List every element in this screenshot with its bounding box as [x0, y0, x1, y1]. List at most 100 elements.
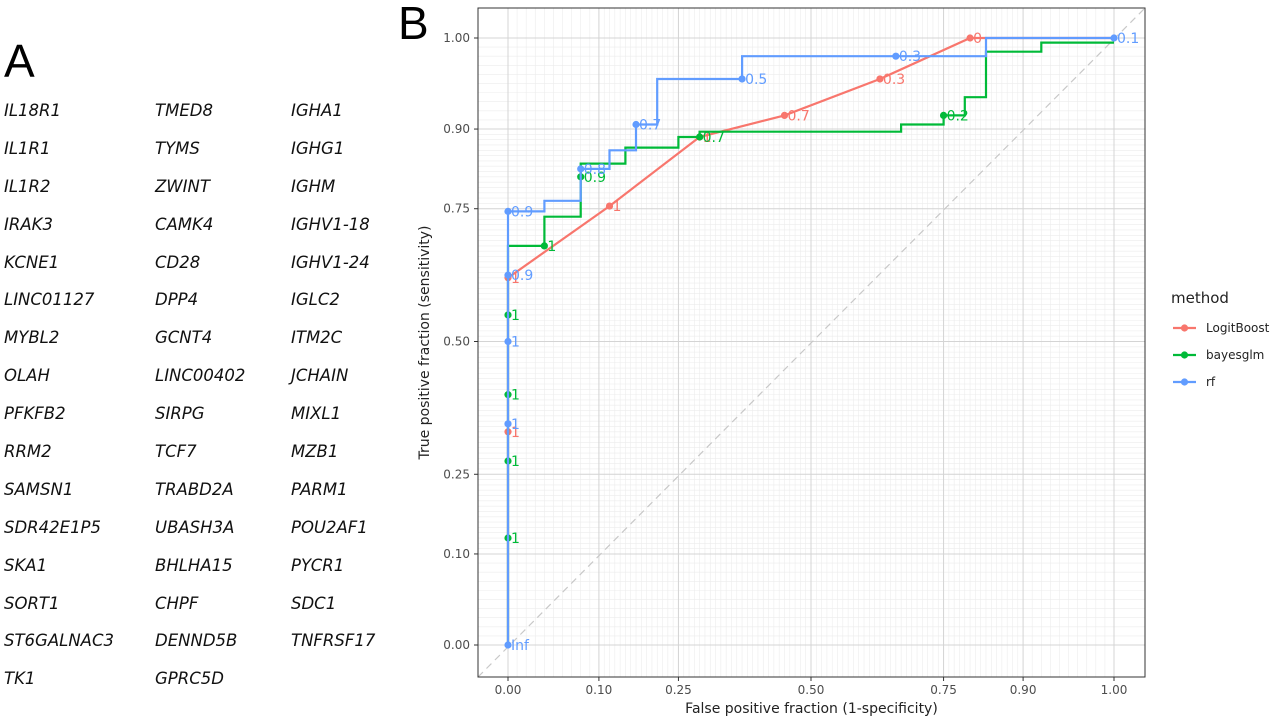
gene-label: MIXL1	[291, 404, 342, 424]
gene-label: IL1R1	[4, 138, 51, 158]
y-tick-label: 0.90	[443, 122, 470, 136]
gene-label: IGHG1	[291, 138, 345, 158]
cutoff-label: 1	[511, 417, 520, 433]
gene-label: GPRC5D	[155, 669, 224, 689]
legend-label: LogitBoost	[1206, 321, 1270, 335]
gene-label: IGHM	[291, 176, 336, 196]
y-tick-label: 1.00	[443, 31, 470, 45]
gene-label: IRAK3	[4, 214, 53, 234]
gene-label: OLAH	[4, 366, 50, 386]
gene-label: SDR42E1P5	[4, 517, 102, 537]
legend-title: method	[1171, 289, 1229, 307]
gene-label: CD28	[155, 252, 201, 272]
cutoff-point	[632, 120, 640, 129]
panel-b-letter: B	[398, 0, 429, 49]
legend-label: rf	[1206, 375, 1216, 389]
legend-item: LogitBoost	[1173, 321, 1270, 335]
x-tick-label: 0.00	[495, 683, 522, 697]
gene-label: MZB1	[291, 442, 339, 462]
legend: LogitBoost bayesglm rf	[1173, 321, 1270, 389]
gene-label: CHPF	[155, 593, 199, 613]
cutoff-point	[577, 165, 585, 173]
y-axis-title: True positive fraction (sensitivity)	[417, 226, 433, 461]
gene-label: LINC00402	[155, 366, 246, 386]
y-axis-ticks: 0.00 0.10 0.25 0.50 0.75 0.90 1.00	[443, 31, 478, 652]
gene-label: BHLHA15	[155, 555, 233, 575]
gene-label: GCNT4	[155, 328, 213, 348]
legend-key-point	[1180, 351, 1189, 359]
cutoff-point	[780, 111, 789, 119]
legend-item: bayesglm	[1173, 348, 1264, 362]
cutoff-point	[876, 75, 884, 83]
gene-label: MYBL2	[4, 328, 60, 348]
y-tick-label: 0.75	[443, 202, 470, 216]
gene-label: PFKFB2	[4, 404, 66, 424]
cutoff-point	[504, 337, 512, 346]
gene-label: TK1	[4, 669, 36, 689]
y-tick-label: 0.10	[443, 547, 470, 561]
gene-label: UBASH3A	[155, 517, 235, 537]
cutoff-label: 0.5	[745, 72, 767, 88]
cutoff-label: 0.9	[584, 170, 606, 186]
gene-label: LINC01127	[4, 290, 95, 310]
gene-label: SORT1	[4, 593, 60, 613]
cutoff-label: 1	[511, 335, 520, 351]
cutoff-label: 0.9	[511, 204, 533, 220]
gene-label: IGHV1-24	[291, 252, 370, 272]
x-axis-ticks: 0.00 0.10 0.25 0.50 0.75 0.90 1.00	[495, 677, 1128, 697]
gene-label: SKA1	[4, 555, 48, 575]
gene-label: CAMK4	[155, 214, 214, 234]
cutoff-label: Inf	[511, 638, 530, 654]
y-tick-label: 0.50	[443, 335, 470, 349]
cutoff-label: 1	[613, 199, 622, 215]
cutoff-label: 0.9	[511, 268, 533, 284]
gene-label: TNFRSF17	[291, 631, 376, 651]
gene-label: SIRPG	[155, 404, 205, 424]
gene-label: ST6GALNAC3	[4, 631, 114, 651]
gene-label: IL1R2	[4, 176, 51, 196]
cutoff-point	[504, 207, 512, 215]
cutoff-label: 1	[703, 130, 712, 146]
cutoff-point	[540, 242, 548, 250]
gene-label: POU2AF1	[291, 517, 368, 537]
gene-label: IGHA1	[291, 101, 343, 120]
gene-label: JCHAIN	[291, 366, 349, 386]
x-tick-label: 1.00	[1101, 683, 1128, 697]
legend-key-point	[1180, 378, 1189, 386]
x-tick-label: 0.10	[586, 683, 613, 697]
gene-column-2: TMED8 TYMS ZWINT CAMK4 CD28 DPP4 GCNT4 LINC0040…	[155, 98, 245, 704]
cutoff-label: 0.1	[1117, 31, 1139, 47]
gene-label: TMED8	[155, 101, 213, 120]
gene-label: IGHV1-18	[291, 214, 370, 234]
cutoff-point	[966, 34, 974, 42]
cutoff-point	[504, 641, 512, 649]
x-tick-label: 0.90	[1010, 683, 1037, 697]
cutoff-label: 1	[511, 271, 520, 287]
gene-label: DPP4	[155, 290, 199, 310]
cutoff-label: 0.7	[703, 130, 725, 146]
x-tick-label: 0.25	[665, 683, 692, 697]
gene-label: PARM1	[291, 479, 348, 499]
cutoff-label: 0.3	[899, 49, 921, 65]
cutoff-point	[939, 111, 948, 119]
gene-label: SDC1	[291, 593, 337, 613]
gene-label: IL18R1	[4, 101, 62, 120]
series-line	[506, 36, 1114, 645]
cutoff-label: 1	[511, 388, 520, 404]
cutoff-point	[696, 133, 704, 141]
x-tick-label: 0.75	[930, 683, 957, 697]
gene-column-3: IGHA1 IGHG1 IGHM IGHV1-18 IGHV1-24 IGLC2 ITM2C…	[291, 98, 375, 666]
gene-label: TYMS	[155, 138, 200, 158]
gene-label: IGLC2	[291, 290, 340, 310]
cutoff-point	[1110, 34, 1118, 42]
gene-label: DENND5B	[155, 631, 238, 651]
x-axis-title: False positive fraction (1-specificity)	[685, 701, 938, 717]
gene-label: KCNE1	[4, 252, 60, 272]
cutoff-label: 0.8	[584, 162, 606, 178]
series-layer: 11110.70.30111110.90.70.2Inf110.90.90.80…	[504, 31, 1139, 654]
cutoff-label: 1	[511, 308, 520, 324]
gene-label: PYCR1	[291, 555, 345, 575]
cutoff-label: 1	[547, 239, 556, 255]
